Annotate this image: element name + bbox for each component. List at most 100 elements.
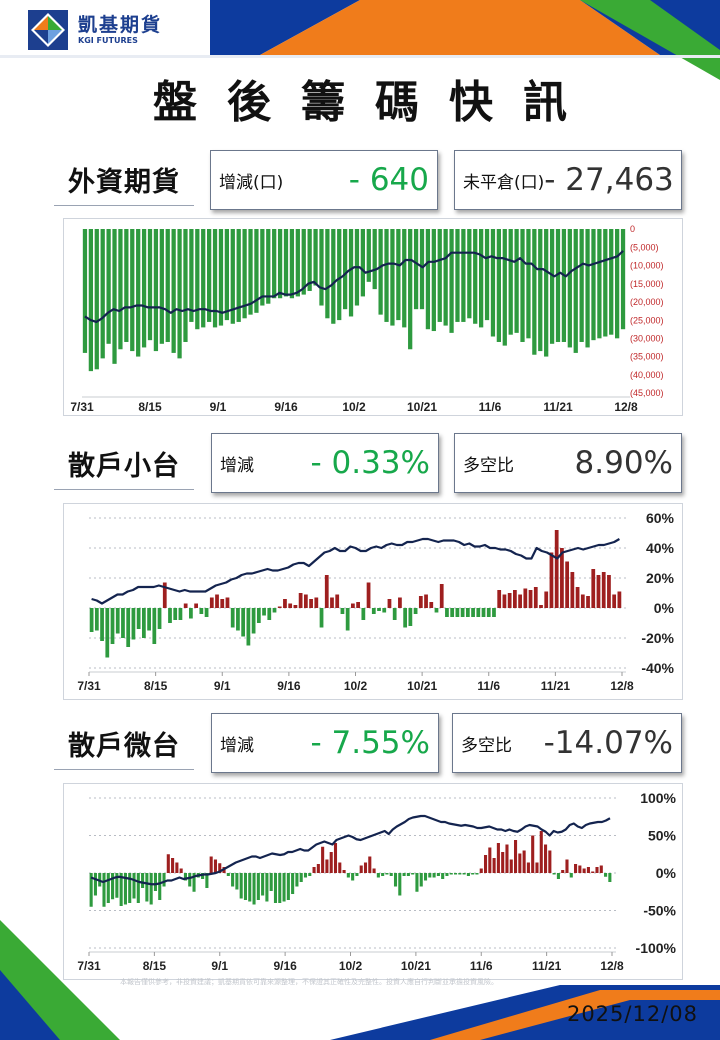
chart-bar	[419, 229, 425, 310]
chart-bar	[445, 608, 449, 617]
chart-bar	[520, 229, 525, 342]
chart-bar	[502, 594, 507, 608]
chart-bar	[413, 608, 418, 614]
chart-bar	[321, 846, 325, 873]
chart-bar	[595, 867, 599, 873]
x-tick-label: 7/31	[77, 679, 101, 693]
mini-ratio-label: 多空比	[463, 455, 514, 476]
chart-bar	[329, 852, 333, 873]
x-tick-label: 10/21	[407, 400, 437, 414]
chart-bar	[560, 548, 564, 608]
chart-bar	[351, 873, 355, 881]
x-tick-label: 12/8	[610, 679, 634, 693]
chart-bar	[356, 602, 360, 608]
foreign-change-value: - 640	[348, 162, 429, 198]
chart-bar	[484, 229, 490, 321]
chart-bar	[603, 229, 608, 337]
chart-bar	[105, 608, 110, 658]
chart-bar	[431, 229, 436, 332]
chart-bar	[288, 603, 293, 608]
section-title-retail-mini: 散戶小台	[54, 444, 194, 490]
chart-bar	[331, 229, 336, 324]
chart-bar	[254, 229, 259, 313]
chart-bar	[561, 870, 565, 873]
chart-bar	[513, 590, 517, 608]
chart-bar	[402, 873, 406, 876]
chart-bar	[476, 608, 481, 617]
chart-bar	[324, 575, 329, 608]
y-tick-label: (35,000)	[630, 352, 664, 362]
chart-bar	[106, 873, 110, 903]
chart-bar	[272, 229, 277, 299]
chart-bar	[189, 608, 193, 619]
chart-bar	[312, 867, 316, 873]
chart-bar	[301, 229, 306, 295]
chart-bar	[437, 229, 442, 322]
chart-bar	[194, 603, 198, 608]
x-tick-label: 9/16	[277, 679, 301, 693]
chart-bar	[449, 873, 453, 875]
chart-bar	[136, 873, 140, 903]
chart-bar	[607, 575, 611, 608]
micro-change-value: - 7.55%	[310, 725, 430, 761]
chart-bar	[453, 873, 458, 875]
chart-bar	[342, 870, 346, 873]
foreign-change-box: 增減(口) - 640	[210, 150, 438, 210]
chart-bar	[526, 862, 530, 873]
y-tick-label: 20%	[646, 570, 675, 586]
chart-bar	[293, 605, 298, 608]
chart-bar	[582, 868, 586, 873]
chart-bar	[490, 229, 496, 337]
chart-bar	[93, 873, 97, 896]
chart-bar	[289, 229, 295, 299]
x-tick-label: 9/16	[274, 400, 298, 414]
chart-bar	[376, 873, 380, 878]
chart-bar	[201, 229, 206, 328]
chart-bar	[286, 873, 290, 900]
chart-bar	[359, 865, 363, 873]
chart-bar	[209, 856, 213, 873]
chart-bar	[434, 608, 439, 613]
chart-bar	[168, 608, 172, 623]
chart-bar	[535, 862, 539, 873]
chart-bar	[267, 608, 272, 620]
chart-bar	[231, 873, 235, 887]
chart-bar	[574, 864, 578, 873]
chart-bar	[319, 608, 324, 628]
chart-bar	[88, 229, 93, 372]
chart-bar	[366, 582, 371, 608]
chart-bar	[460, 608, 465, 617]
section-title-foreign-futures: 外資期貨	[54, 160, 194, 206]
chart-bar	[110, 608, 115, 644]
y-tick-label: (45,000)	[630, 388, 664, 398]
chart-bar	[411, 873, 415, 875]
chart-bar	[299, 873, 303, 882]
x-tick-label: 7/31	[77, 959, 101, 973]
chart-bar	[235, 873, 239, 890]
x-tick-label: 10/2	[344, 679, 368, 693]
chart-bar	[307, 229, 312, 291]
chart-bar	[591, 229, 596, 341]
chart-bar	[295, 873, 299, 887]
retail-micro-chart: 100% 50% 0% -50% -100% 7/31 8/15 9/1 9/16 10/2 10/…	[77, 790, 676, 973]
chart-bar	[178, 608, 183, 620]
chart-bar	[492, 858, 496, 873]
y-tick-label: (15,000)	[630, 279, 664, 289]
chart-bar	[533, 587, 538, 608]
chart-bar	[486, 608, 491, 617]
x-tick-label: 8/15	[143, 959, 167, 973]
chart-bar	[390, 229, 395, 326]
chart-bar	[225, 597, 230, 608]
chart-bar	[599, 865, 603, 873]
x-tick-label: 9/1	[210, 400, 227, 414]
x-tick-label: 12/8	[600, 959, 624, 973]
chart-bar	[346, 873, 350, 878]
chart-bar	[382, 608, 387, 613]
chart-bar	[220, 599, 225, 608]
chart-bar	[585, 229, 590, 348]
section-title-retail-micro: 散戶微台	[54, 724, 194, 770]
y-tick-label: (30,000)	[630, 333, 664, 343]
chart-bar	[556, 873, 560, 879]
brand-name-zh: 凱基期貨	[78, 14, 163, 36]
y-tick-label: 100%	[640, 790, 676, 806]
